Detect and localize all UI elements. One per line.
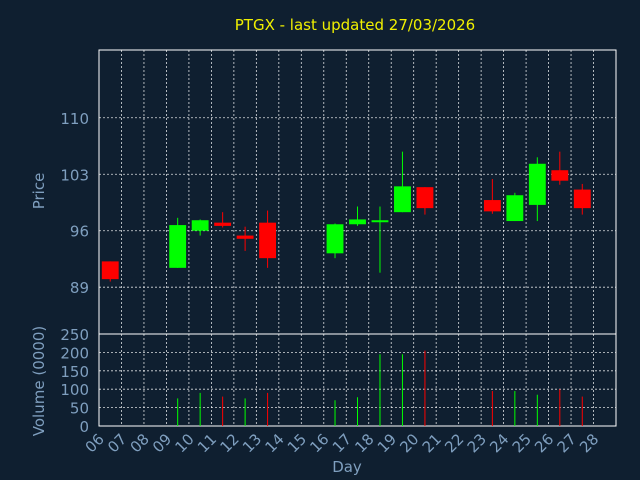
candle-body xyxy=(326,224,344,254)
candle-body xyxy=(349,219,366,225)
candle-body xyxy=(483,200,501,212)
candle-body xyxy=(528,163,546,205)
candle-body xyxy=(169,225,187,268)
candle-body xyxy=(236,235,254,239)
volume-tick-label: 200 xyxy=(60,344,89,362)
candle-body xyxy=(506,195,524,222)
candle-body xyxy=(551,170,569,181)
price-tick-label: 103 xyxy=(60,166,89,184)
price-panel: 89 96 103 110 xyxy=(60,49,617,335)
x-axis: 0607080910111213141516171819202122232425… xyxy=(82,430,603,456)
candle-body xyxy=(191,220,209,231)
volume-tick-label: 0 xyxy=(79,418,89,436)
x-tick-label: 28 xyxy=(576,430,602,456)
price-tick-label: 110 xyxy=(60,110,89,128)
candle-body xyxy=(573,189,591,209)
price-tick-label: 89 xyxy=(70,279,89,297)
candle-body xyxy=(394,186,411,213)
price-tick-label: 96 xyxy=(70,223,89,241)
volume-axis-label: Volume (0000) xyxy=(30,326,48,436)
candle-body xyxy=(101,261,119,280)
volume-tick-label: 100 xyxy=(60,381,89,399)
x-axis-label: Day xyxy=(332,458,362,476)
volume-tick-label: 250 xyxy=(60,326,89,344)
candle-body xyxy=(214,222,232,226)
price-axis-label: Price xyxy=(30,173,48,210)
candle-body xyxy=(259,222,277,259)
candle-body xyxy=(371,220,389,223)
candle-body xyxy=(416,187,434,209)
volume-tick-label: 150 xyxy=(60,363,89,381)
chart-title: PTGX - last updated 27/03/2026 xyxy=(235,16,475,34)
volume-tick-label: 50 xyxy=(70,400,89,418)
